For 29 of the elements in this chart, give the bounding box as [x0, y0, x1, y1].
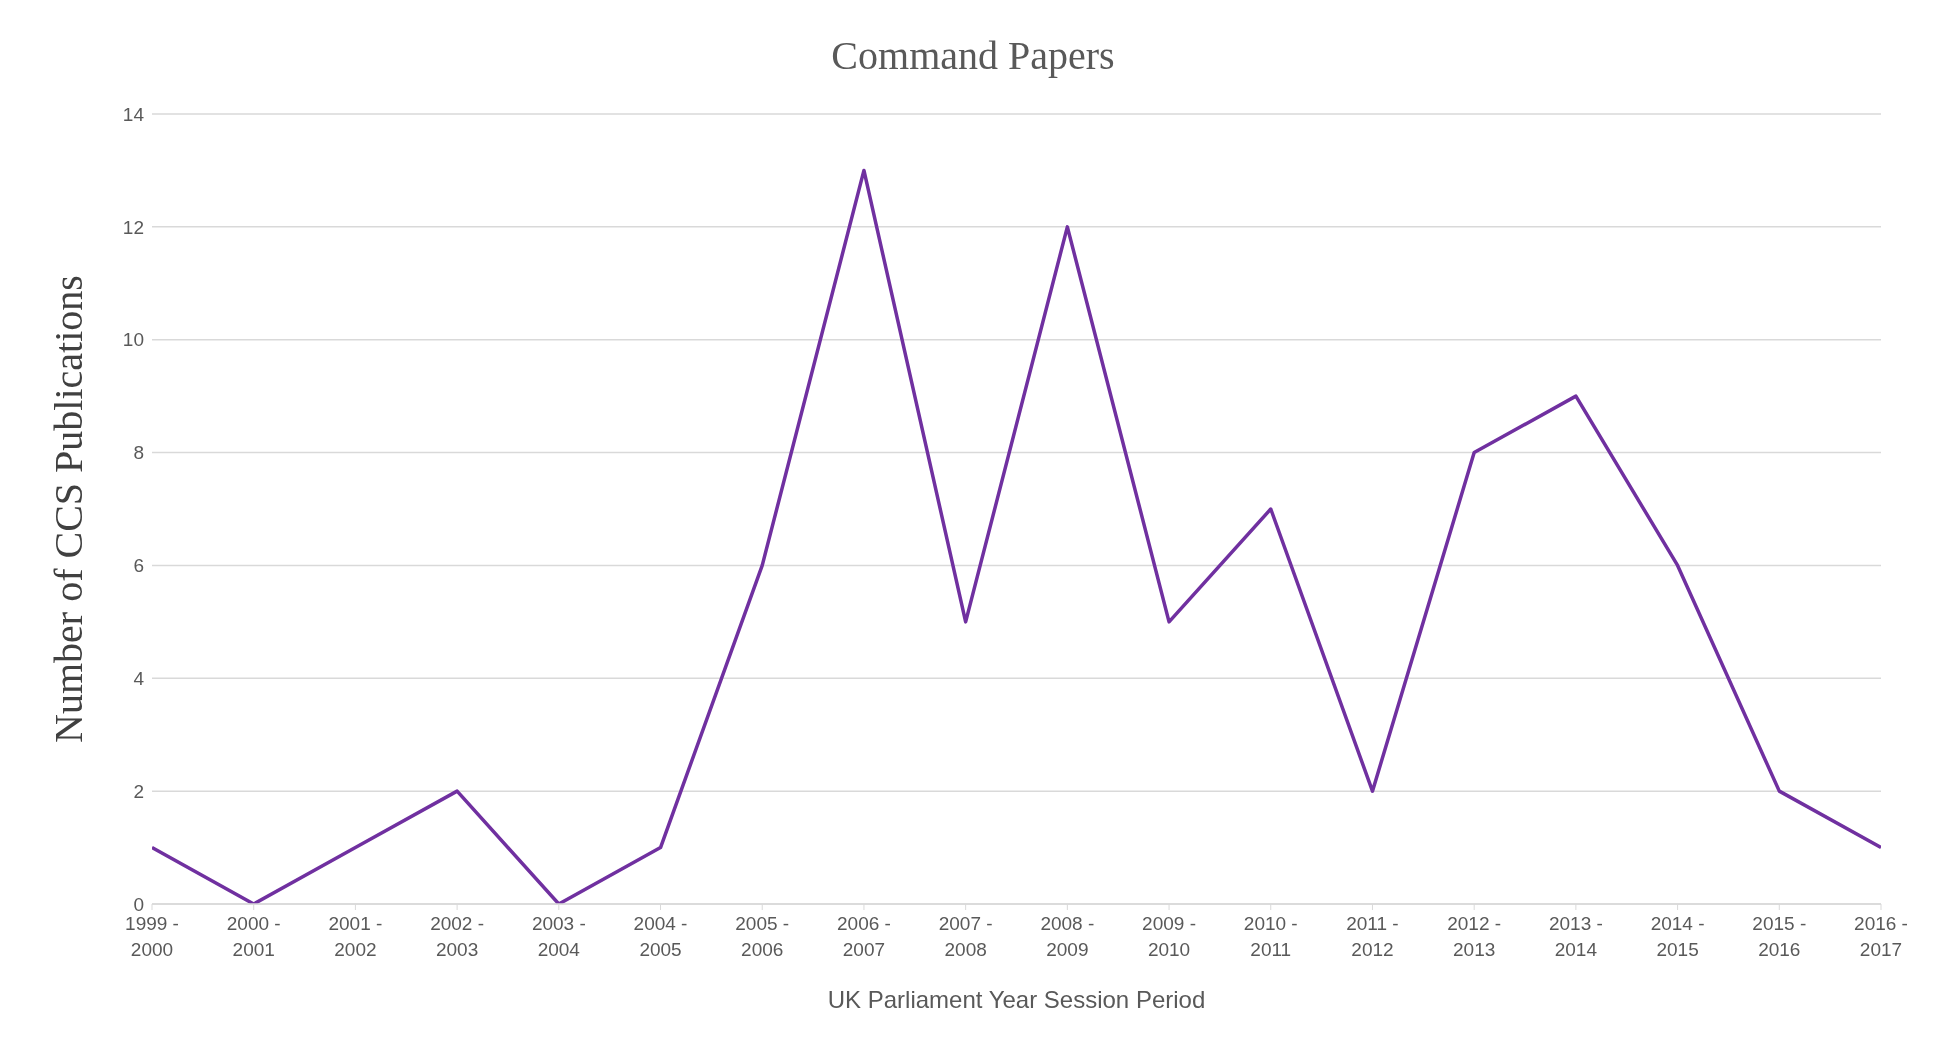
y-tick-label: 8	[133, 442, 144, 464]
x-tick-label: 2006 - 2007	[837, 913, 891, 960]
x-tick-label: 2011 - 2012	[1346, 913, 1399, 960]
x-tick-label: 2003 - 2004	[531, 913, 586, 960]
y-axis-title: Number of CCS Publications	[44, 275, 92, 743]
x-tick-label: 2016 - 2017	[1854, 913, 1908, 960]
y-tick-label: 14	[122, 103, 145, 125]
x-tick-label: 2012 - 2013	[1447, 913, 1502, 960]
x-tick-label: 2002 - 2003	[430, 913, 485, 960]
y-tick-label: 0	[133, 893, 144, 915]
y-tick-label: 6	[133, 555, 144, 577]
x-tick-label: 2007 - 2008	[938, 913, 993, 960]
x-tick-label: 2000 - 2001	[226, 913, 281, 960]
x-tick-label: 2001 - 2002	[328, 913, 383, 960]
x-tick-label: 2013 - 2014	[1548, 913, 1603, 960]
x-tick-label: 1999 - 2000	[125, 913, 179, 960]
x-tick-label: 2015 - 2016	[1752, 913, 1807, 960]
x-tick-label: 2014 - 2015	[1650, 913, 1705, 960]
x-tick-label: 2004 - 2005	[633, 913, 688, 960]
chart-title: Command Papers	[830, 32, 1116, 79]
y-tick-label: 10	[122, 329, 144, 351]
x-tick-label: 2005 - 2006	[735, 913, 790, 960]
y-tick-label: 4	[133, 668, 145, 690]
x-tick-label: 2008 - 2009	[1040, 913, 1095, 960]
x-tick-label: 2010 - 2011	[1243, 913, 1298, 960]
x-axis-title: UK Parliament Year Session Period	[826, 986, 1207, 1014]
y-tick-label: 2	[133, 780, 144, 802]
y-tick-label: 12	[122, 216, 144, 238]
x-tick-label: 2009 - 2010	[1142, 913, 1196, 960]
